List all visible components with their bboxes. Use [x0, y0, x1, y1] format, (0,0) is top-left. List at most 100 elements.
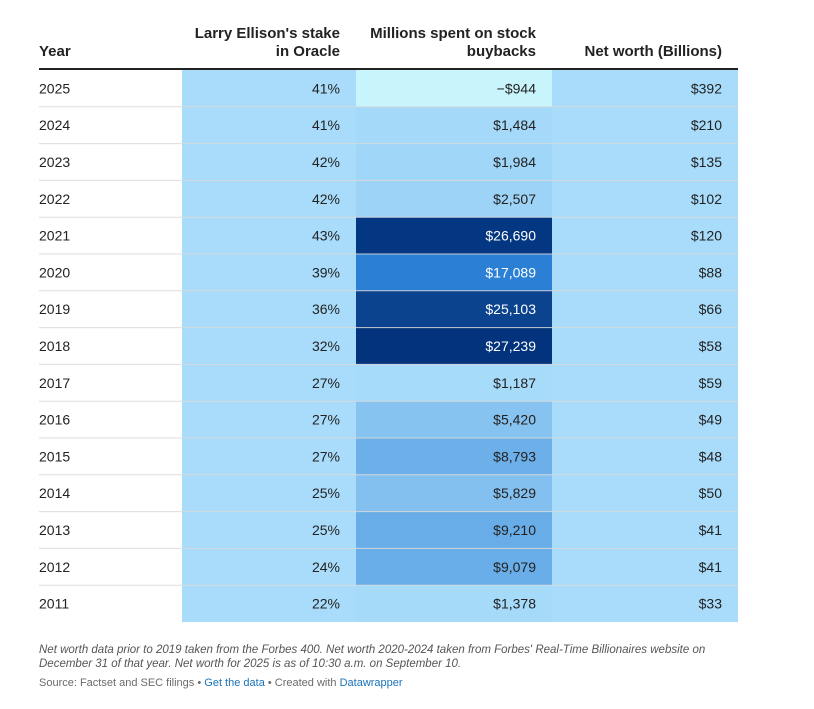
buyback-cell [356, 401, 552, 438]
net-worth-value: $135 [691, 154, 722, 170]
net-worth-value: $392 [691, 80, 722, 96]
stake-value: 27% [312, 375, 340, 391]
stake-cell-bg [182, 106, 356, 144]
net-worth-cell-bg [552, 70, 738, 107]
buyback-cell [356, 290, 552, 328]
buyback-value: $17,089 [485, 264, 536, 280]
footer: Source: Factset and SEC filings • Get th… [39, 677, 403, 689]
buyback-value: $25,103 [485, 301, 536, 317]
buyback-cell [356, 548, 552, 586]
year-label: 2025 [39, 80, 70, 96]
stake-value: 25% [312, 522, 340, 538]
net-worth-value: $50 [699, 485, 723, 501]
stake-value: 32% [312, 338, 340, 354]
stake-value: 39% [312, 264, 340, 280]
buyback-value: $27,239 [485, 338, 536, 354]
stake-value: 41% [312, 80, 340, 96]
net-worth-cell-bg [552, 180, 738, 218]
stake-value: 27% [312, 412, 340, 428]
buyback-cell [356, 70, 552, 107]
header-buybacks-line-2: buybacks [467, 43, 536, 60]
stake-cell-bg [182, 143, 356, 181]
stake-cell-bg [182, 180, 356, 218]
buyback-value: $1,378 [493, 596, 536, 612]
buyback-value: $1,984 [493, 154, 536, 170]
net-worth-cell-bg [552, 585, 738, 622]
net-worth-value: $41 [699, 522, 723, 538]
stake-value: 25% [312, 485, 340, 501]
stake-value: 22% [312, 596, 340, 612]
year-label: 2014 [39, 485, 70, 501]
stake-value: 42% [312, 191, 340, 207]
buyback-cell [356, 180, 552, 218]
buyback-value: $5,829 [493, 485, 536, 501]
footnote: Net worth data prior to 2019 taken from … [39, 644, 706, 670]
buyback-cell [356, 143, 552, 181]
stake-cell-bg [182, 401, 356, 438]
year-label: 2013 [39, 522, 70, 538]
buyback-value: −$944 [497, 80, 537, 96]
net-worth-cell-bg [552, 438, 738, 475]
buyback-value: $9,079 [493, 559, 536, 575]
buyback-cell [356, 217, 552, 254]
buyback-value: $5,420 [493, 412, 536, 428]
net-worth-value: $102 [691, 191, 722, 207]
net-worth-cell-bg [552, 474, 738, 512]
stake-cell-bg [182, 254, 356, 291]
stake-cell-bg [182, 327, 356, 365]
buyback-value: $2,507 [493, 191, 536, 207]
stake-value: 27% [312, 448, 340, 464]
buyback-cell [356, 106, 552, 144]
year-label: 2015 [39, 448, 70, 464]
year-label: 2017 [39, 375, 70, 391]
net-worth-value: $120 [691, 228, 722, 244]
year-label: 2011 [39, 596, 69, 612]
stake-cell-bg [182, 70, 356, 107]
source-text: Source: Factset and SEC filings [39, 677, 195, 689]
buyback-cell [356, 438, 552, 475]
get-data-link[interactable]: Get the data [204, 677, 265, 689]
buyback-cell [356, 511, 552, 549]
net-worth-value: $33 [699, 596, 723, 612]
buyback-cell [356, 364, 552, 402]
created-with-text: • Created with [264, 677, 340, 689]
stake-value: 36% [312, 301, 340, 317]
stake-cell-bg [182, 217, 356, 254]
header-year: Year [39, 43, 71, 60]
year-label: 2022 [39, 191, 70, 207]
datawrapper-link[interactable]: Datawrapper [339, 677, 403, 689]
stake-cell-bg [182, 474, 356, 512]
footer-separator: • [194, 677, 205, 689]
net-worth-cell-bg [552, 327, 738, 365]
net-worth-cell-bg [552, 217, 738, 254]
stake-cell-bg [182, 438, 356, 475]
header-net-worth: Net worth (Billions) [585, 43, 723, 60]
stake-cell-bg [182, 290, 356, 328]
net-worth-value: $66 [699, 301, 723, 317]
net-worth-value: $210 [691, 117, 722, 133]
header-buybacks-line-1: Millions spent on stock [370, 25, 537, 42]
net-worth-value: $48 [699, 448, 723, 464]
net-worth-cell-bg [552, 401, 738, 438]
stake-value: 42% [312, 154, 340, 170]
header-stake-line-1: Larry Ellison's stake [195, 25, 340, 42]
year-label: 2019 [39, 301, 70, 317]
net-worth-cell-bg [552, 106, 738, 144]
buyback-value: $9,210 [493, 522, 536, 538]
stake-cell-bg [182, 364, 356, 402]
stake-cell-bg [182, 585, 356, 622]
net-worth-cell-bg [552, 254, 738, 291]
buyback-cell [356, 474, 552, 512]
buyback-cell [356, 254, 552, 291]
year-label: 2021 [39, 228, 70, 244]
net-worth-value: $49 [699, 412, 723, 428]
buyback-value: $8,793 [493, 448, 536, 464]
year-label: 2018 [39, 338, 70, 354]
net-worth-value: $58 [699, 338, 723, 354]
net-worth-value: $88 [699, 264, 723, 280]
buyback-value: $1,484 [493, 117, 536, 133]
year-label: 2024 [39, 117, 70, 133]
net-worth-cell-bg [552, 143, 738, 181]
header-stake-line-2: in Oracle [276, 43, 340, 60]
